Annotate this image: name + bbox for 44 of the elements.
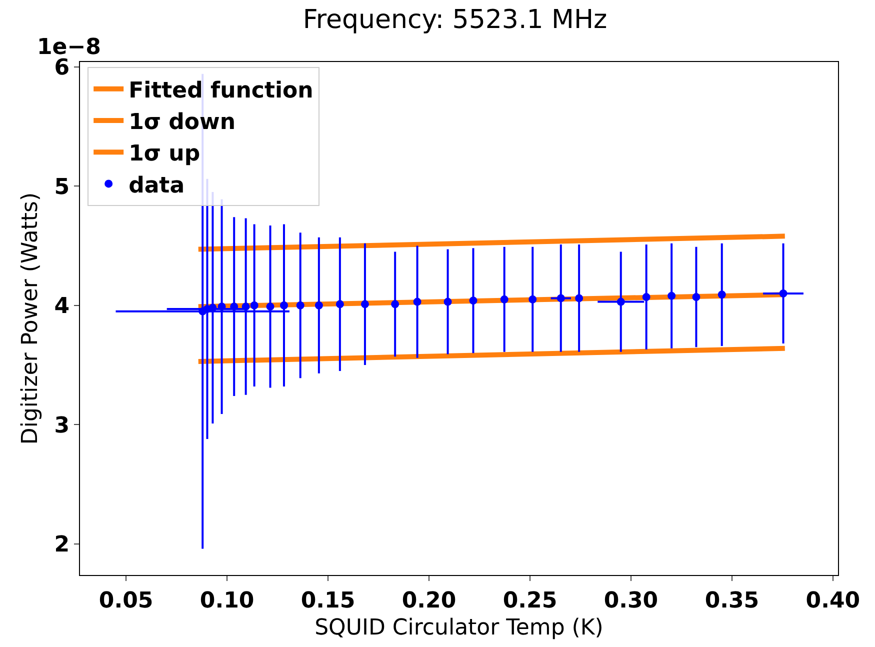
x-tick-label: 0.40 xyxy=(806,588,860,614)
y-tick-label: 6 xyxy=(54,55,70,80)
point xyxy=(469,296,478,305)
point xyxy=(556,294,565,302)
x-tick-label: 0.20 xyxy=(402,588,456,614)
point xyxy=(668,292,676,300)
point xyxy=(575,294,584,302)
legend-label: Fitted function xyxy=(128,78,314,104)
point xyxy=(444,298,452,306)
legend-label: 1σ up xyxy=(128,142,200,167)
point xyxy=(336,300,344,308)
legend-label: 1σ down xyxy=(128,110,236,136)
point xyxy=(296,301,304,310)
legend-label: data xyxy=(128,173,185,198)
y-axis-title: Digitizer Power (Watts) xyxy=(18,192,44,445)
point xyxy=(718,290,726,299)
point xyxy=(616,298,625,306)
x-tick-label: 0.15 xyxy=(300,588,356,614)
point xyxy=(500,295,508,304)
point xyxy=(280,301,288,310)
point xyxy=(218,302,226,311)
x-axis-title: SQUID Circulator Temp (K) xyxy=(314,615,604,640)
chart-title: Frequency: 5523.1 MHz xyxy=(302,4,608,35)
x-tick-label: 0.10 xyxy=(200,588,254,614)
y-tick-label: 4 xyxy=(54,294,70,320)
point xyxy=(642,293,650,302)
x-tick-label: 0.25 xyxy=(502,588,558,614)
point xyxy=(250,301,258,310)
x-tick-label: 0.35 xyxy=(704,588,760,614)
point xyxy=(230,302,238,311)
y-tick-label: 3 xyxy=(54,413,70,438)
point xyxy=(391,300,400,308)
x-tick-label: 0.05 xyxy=(98,588,154,614)
point xyxy=(413,298,422,306)
x-tick-label: 0.30 xyxy=(604,588,658,614)
y-tick-label: 2 xyxy=(54,532,70,558)
y-tick-label: 5 xyxy=(54,174,70,200)
point xyxy=(692,293,700,302)
point xyxy=(779,289,788,298)
point xyxy=(314,301,323,310)
point xyxy=(266,302,274,311)
point xyxy=(360,300,369,308)
point xyxy=(528,295,537,304)
point xyxy=(242,302,250,311)
